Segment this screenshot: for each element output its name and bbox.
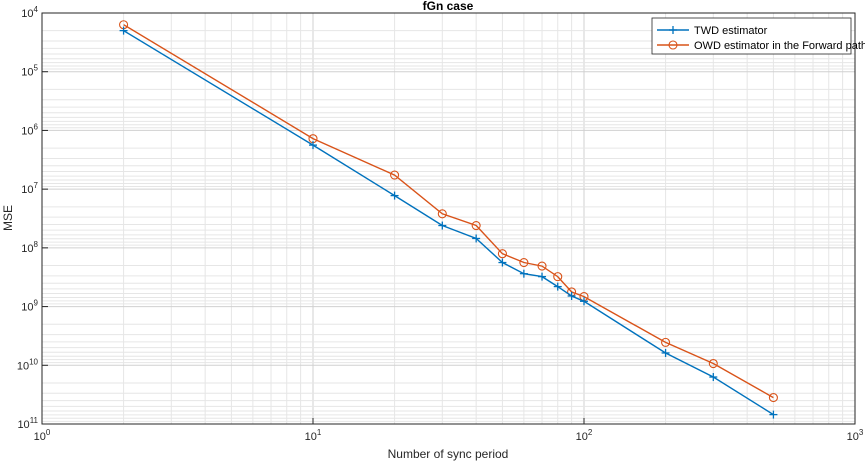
legend-item: TWD estimator: [657, 25, 768, 37]
data-point: [471, 220, 481, 231]
data-point: [437, 209, 447, 219]
data-point: [119, 26, 128, 35]
y-tick-label: 104: [21, 5, 38, 20]
data-point: [661, 348, 670, 357]
y-tick-label: 109: [21, 299, 38, 314]
x-tick-label: 100: [34, 428, 51, 443]
data-point: [768, 393, 778, 403]
series-line: [123, 30, 774, 416]
data-point: [390, 191, 399, 200]
data-point: [537, 261, 547, 271]
plot-frame: [41, 12, 856, 425]
x-tick-label: 103: [847, 428, 864, 443]
data-point: [661, 337, 671, 347]
x-tick-label: 102: [576, 428, 593, 443]
legend-box: [651, 17, 852, 55]
data-point: [472, 234, 481, 243]
y-axis-label: MSE: [1, 205, 15, 231]
y-tick-label: 1011: [17, 416, 38, 431]
legend-label: OWD estimator in the Forward path: [694, 40, 865, 52]
data-point: [519, 257, 529, 268]
y-tick-label: 108: [21, 240, 38, 255]
chart-title: fGn case: [423, 0, 474, 13]
legend-marker: [668, 40, 678, 50]
y-tick-label: 1010: [17, 357, 39, 372]
plot-area: [42, 13, 855, 424]
y-tick-label: 107: [21, 181, 38, 196]
data-point: [497, 249, 507, 259]
data-point: [580, 297, 588, 306]
data-point: [519, 269, 528, 278]
data-point: [567, 292, 576, 301]
x-axis-label: Number of sync period: [388, 447, 509, 461]
legend-marker: [669, 26, 677, 34]
data-point: [553, 272, 563, 282]
x-tick-label: 101: [305, 428, 322, 443]
legend-label: TWD estimator: [694, 25, 768, 37]
tick-labels: 100 101 102 103 104 105 106 107 108 109 1010 1011: [17, 5, 864, 443]
grid: [42, 13, 855, 424]
data-point: [438, 221, 447, 230]
data-point: [498, 258, 507, 267]
data-point: [769, 410, 778, 419]
data-point: [708, 358, 718, 369]
y-tick-label: 106: [21, 122, 38, 137]
series-twd: [119, 26, 778, 419]
data-point: [390, 170, 400, 180]
legend-item: OWD estimator in the Forward path: [657, 40, 865, 52]
legend: TWD estimator OWD estimator in the Forwar…: [651, 17, 865, 55]
data-point: [538, 272, 547, 281]
series-layer: [119, 20, 778, 419]
data-point: [553, 282, 562, 291]
data-point: [309, 141, 317, 150]
data-point: [709, 373, 718, 382]
series-line: [123, 24, 774, 399]
y-tick-label: 105: [21, 64, 38, 79]
series-owd: [119, 20, 778, 403]
